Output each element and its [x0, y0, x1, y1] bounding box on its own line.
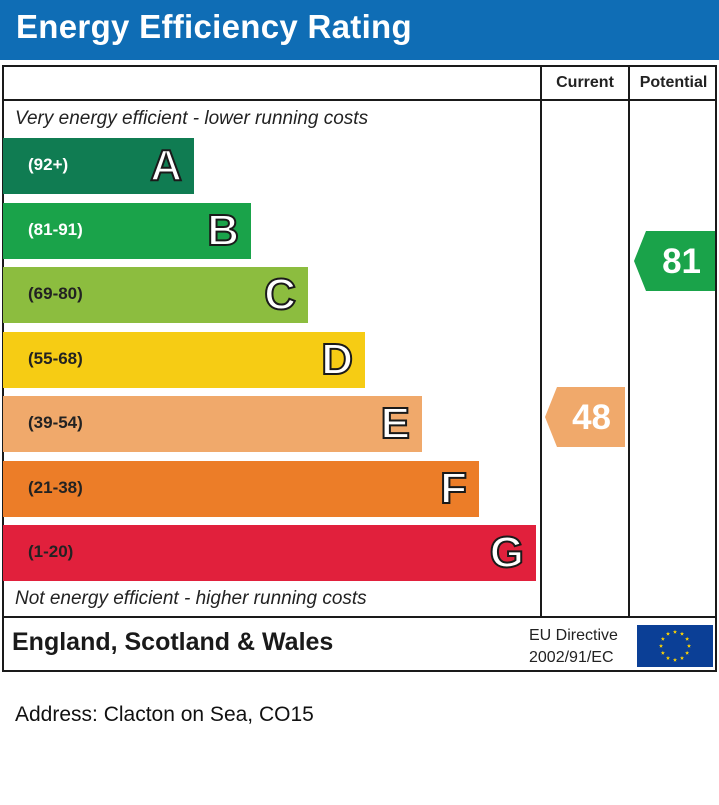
bottom-caption: Not energy efficient - higher running co… [15, 588, 367, 609]
band-a: (92+) A [3, 138, 194, 194]
band-b-range: (81-91) [28, 220, 83, 239]
eu-star-icon [665, 631, 671, 636]
current-column-divider [540, 65, 542, 618]
eu-star-icon [660, 636, 665, 641]
current-rating-arrow-fill [545, 387, 625, 447]
band-b-letter: B [206, 205, 240, 256]
band-e-letter: E [380, 398, 411, 449]
current-rating-value: 48 [572, 398, 611, 437]
current-column-header: Current [556, 74, 614, 91]
footer-region-label: England, Scotland & Wales [12, 628, 334, 656]
band-c-letter: C [263, 269, 297, 320]
band-d-letter: D [320, 334, 354, 385]
eu-star-icon [686, 643, 692, 648]
eu-star-icon [665, 655, 671, 660]
eu-directive-number: 2002/91/EC [529, 649, 614, 666]
eu-star-icon [685, 636, 690, 641]
band-g-range: (1-20) [28, 542, 74, 561]
band-d-range: (55-68) [28, 349, 83, 368]
band-e: (39-54) E [3, 396, 422, 452]
band-f: (21-38) F [3, 461, 479, 517]
band-b: (81-91) B [3, 203, 251, 259]
potential-column-header: Potential [639, 74, 708, 91]
current-rating-arrow: 48 [545, 387, 625, 447]
band-a-range: (92+) [28, 155, 69, 174]
band-c-range: (69-80) [28, 284, 83, 303]
eu-star-icon [679, 631, 685, 636]
band-g-letter: G [489, 527, 525, 578]
address-text: Address: Clacton on Sea, CO15 [15, 703, 314, 726]
potential-rating-arrow-fill [634, 231, 715, 291]
footer-row-divider [2, 616, 717, 618]
eu-star-icon [685, 650, 690, 655]
current-rating-arrow-shape [545, 387, 625, 447]
eu-star-icon [672, 657, 678, 662]
potential-column-divider [628, 65, 630, 618]
band-e-range: (39-54) [28, 413, 83, 432]
eu-star-icon [660, 650, 665, 655]
eu-star-icon [672, 629, 678, 634]
band-c: (69-80) C [3, 267, 308, 323]
top-caption: Very energy efficient - lower running co… [15, 108, 369, 129]
eu-flag-icon [637, 625, 713, 667]
eu-directive-label: EU Directive [529, 627, 618, 644]
chart-title: Energy Efficiency Rating [16, 8, 412, 45]
band-f-range: (21-38) [28, 478, 83, 497]
header-row-divider [2, 99, 717, 101]
band-d: (55-68) D [3, 332, 365, 388]
header-bar: Energy Efficiency Rating [0, 0, 719, 60]
band-f-letter: F [439, 463, 468, 514]
eu-star-icon [658, 643, 664, 648]
potential-rating-arrow-shape [634, 231, 715, 291]
potential-rating-value: 81 [662, 242, 701, 281]
band-g: (1-20) G [3, 525, 536, 581]
band-a-letter: A [149, 140, 183, 191]
potential-rating-arrow: 81 [634, 231, 715, 291]
eu-star-icon [679, 655, 685, 660]
